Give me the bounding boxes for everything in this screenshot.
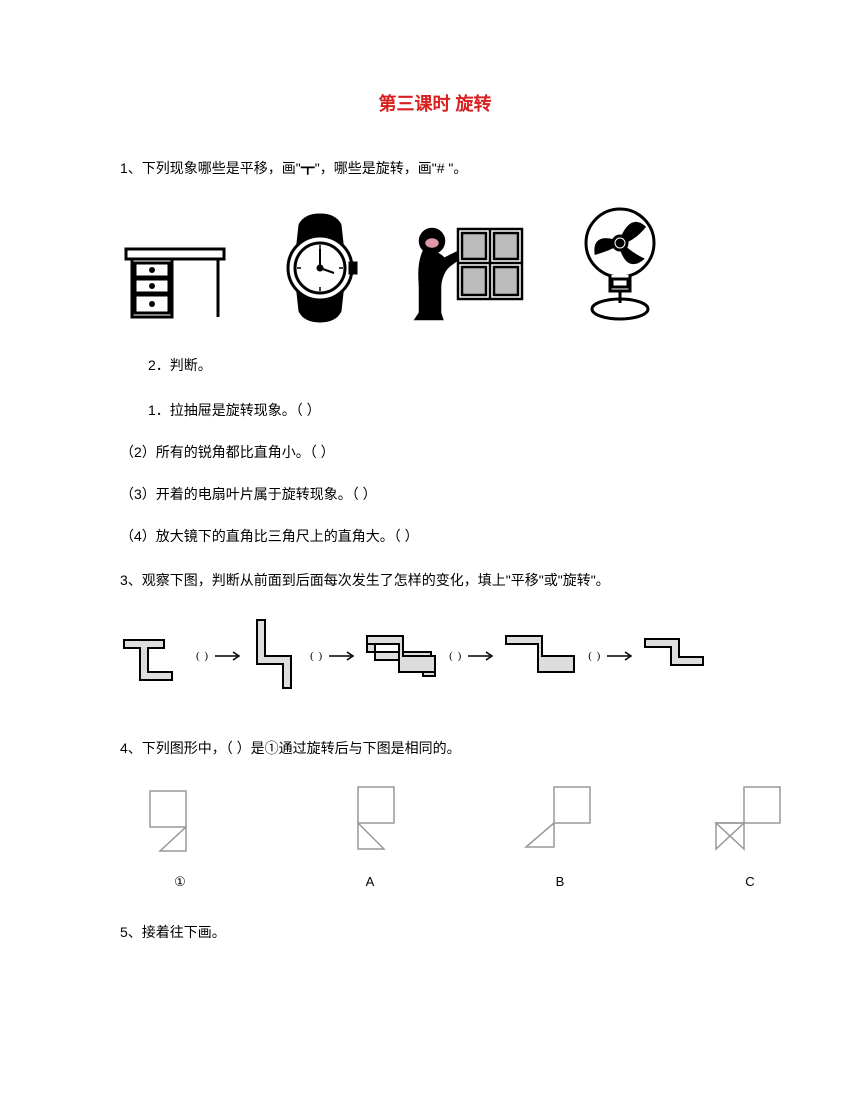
question-1: 1、下列现象哪些是平移，画"┳"，哪些是旋转，画"# "。 (120, 156, 750, 181)
question-5: 5、接着往下画。 (120, 920, 750, 945)
question-4: 4、下列图形中，（ ）是①通过旋转后与下图是相同的。 (120, 736, 750, 761)
question-3: 3、观察下图，判断从前面到后面每次发生了怎样的变化，填上"平移"或"旋转"。 (120, 568, 750, 593)
label-c: C (710, 874, 790, 889)
watch-icon (270, 213, 370, 323)
z-shape-3 (363, 628, 443, 683)
question-3-shapes: ( ) ( ) ( ) ( ) (120, 616, 750, 696)
question-2-header: 2．判断。 (148, 353, 750, 378)
blank-3: ( ) (449, 650, 462, 662)
desk-icon (120, 243, 230, 323)
arrow-3 (468, 650, 496, 662)
arrow-2 (329, 650, 357, 662)
judge-item-1: 1．拉抽屉是旋转现象。（ ） (148, 400, 750, 420)
shape-option-b (520, 783, 600, 863)
label-a: A (330, 874, 410, 889)
question-4-options: ① A B C (140, 783, 750, 890)
blank-4: ( ) (588, 650, 601, 662)
label-b: B (520, 874, 600, 889)
page-title: 第三课时 旋转 (120, 90, 750, 116)
z-shape-1 (120, 626, 190, 686)
z-shape-5 (641, 631, 711, 681)
blank-2: ( ) (310, 650, 323, 662)
fan-icon (570, 203, 670, 323)
judge-item-3: （3）开着的电扇叶片属于旋转现象。（ ） (120, 484, 750, 504)
z-shape-2 (249, 616, 304, 696)
label-original: ① (140, 874, 220, 890)
shape-option-c (710, 783, 790, 863)
judge-item-4: （4）放大镜下的直角比三角尺上的直角大。（ ） (120, 526, 750, 546)
blank-1: ( ) (196, 650, 209, 662)
arrow-4 (607, 650, 635, 662)
shape-option-a (330, 783, 410, 863)
judge-item-2: （2）所有的锐角都比直角小。（ ） (120, 442, 750, 462)
question-1-images (120, 203, 750, 323)
z-shape-4 (502, 628, 582, 683)
arrow-1 (215, 650, 243, 662)
shape-original (140, 783, 220, 863)
person-window-icon (410, 223, 530, 323)
